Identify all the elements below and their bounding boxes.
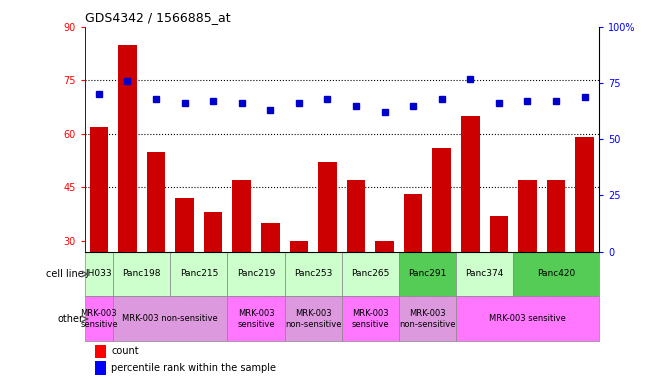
Text: MRK-003
sensitive: MRK-003 sensitive — [237, 309, 275, 329]
Text: MRK-003
sensitive: MRK-003 sensitive — [80, 309, 118, 329]
Bar — [95, 345, 106, 358]
Bar — [456, 296, 599, 341]
Bar — [342, 296, 399, 341]
Text: other: other — [58, 314, 84, 324]
Text: GDS4342 / 1566885_at: GDS4342 / 1566885_at — [85, 11, 230, 24]
Bar — [113, 252, 171, 296]
Bar — [90, 127, 108, 252]
Bar — [399, 252, 456, 296]
Bar — [232, 180, 251, 252]
Bar — [85, 296, 113, 341]
Text: MRK-003
non-sensitive: MRK-003 non-sensitive — [285, 309, 342, 329]
Bar — [113, 296, 227, 341]
Text: count: count — [111, 346, 139, 356]
Bar — [85, 252, 113, 296]
Text: Panc291: Panc291 — [408, 270, 447, 278]
Bar — [575, 137, 594, 252]
Bar — [547, 180, 565, 252]
Bar — [118, 45, 137, 252]
Text: Panc219: Panc219 — [237, 270, 275, 278]
Bar — [490, 216, 508, 252]
Bar — [95, 361, 106, 374]
Text: percentile rank within the sample: percentile rank within the sample — [111, 363, 277, 373]
Bar — [318, 162, 337, 252]
Bar — [342, 252, 399, 296]
Bar — [261, 223, 280, 252]
Text: Panc420: Panc420 — [537, 270, 575, 278]
Bar — [376, 241, 394, 252]
Bar — [461, 116, 480, 252]
Bar — [290, 241, 308, 252]
Text: MRK-003 non-sensitive: MRK-003 non-sensitive — [122, 314, 218, 323]
Bar — [513, 252, 599, 296]
Bar — [227, 252, 284, 296]
Text: Panc253: Panc253 — [294, 270, 333, 278]
Bar — [227, 296, 284, 341]
Text: Panc265: Panc265 — [351, 270, 389, 278]
Text: MRK-003
sensitive: MRK-003 sensitive — [352, 309, 389, 329]
Bar — [456, 252, 513, 296]
Bar — [518, 180, 537, 252]
Text: MRK-003 sensitive: MRK-003 sensitive — [489, 314, 566, 323]
Bar — [404, 194, 422, 252]
Bar — [284, 252, 342, 296]
Text: Panc198: Panc198 — [122, 270, 161, 278]
Bar — [432, 148, 451, 252]
Bar — [146, 152, 165, 252]
Text: Panc215: Panc215 — [180, 270, 218, 278]
Bar — [347, 180, 365, 252]
Text: MRK-003
non-sensitive: MRK-003 non-sensitive — [399, 309, 456, 329]
Text: JH033: JH033 — [85, 270, 112, 278]
Bar — [175, 198, 194, 252]
Bar — [204, 212, 223, 252]
Text: Panc374: Panc374 — [465, 270, 504, 278]
Bar — [284, 296, 342, 341]
Bar — [399, 296, 456, 341]
Text: cell line: cell line — [46, 269, 84, 279]
Bar — [171, 252, 227, 296]
